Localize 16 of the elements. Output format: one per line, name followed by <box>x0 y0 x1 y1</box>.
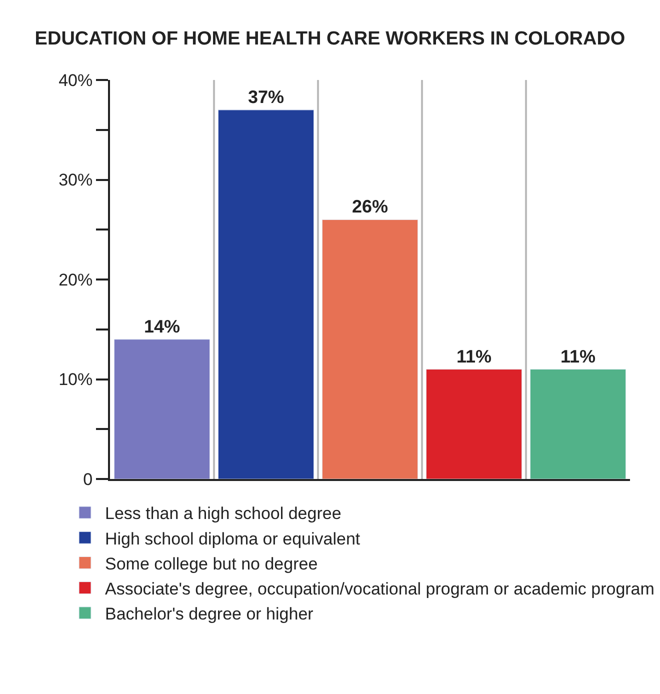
legend-label: High school diploma or equivalent <box>105 529 360 548</box>
data-label: 11% <box>456 346 492 366</box>
y-tick-label: 20% <box>58 270 93 290</box>
data-label: 37% <box>248 86 284 107</box>
legend-label: Associate's degree, occupation/vocational program or academic program <box>105 579 654 598</box>
legend-label: Some college but no degree <box>105 554 318 574</box>
y-tick-label: 10% <box>58 370 93 390</box>
data-label: 26% <box>352 196 388 217</box>
legend-label: Bachelor's degree or higher <box>105 604 314 624</box>
data-label: 14% <box>144 316 180 336</box>
chart-title: EDUCATION OF HOME HEALTH CARE WORKERS IN COLORADO <box>34 28 626 50</box>
data-label: 11% <box>560 346 596 366</box>
y-tick-label: 30% <box>58 170 93 190</box>
y-tick-label: 0 <box>83 470 93 489</box>
y-tick-label: 40% <box>58 70 93 90</box>
legend-label: Less than a high school degree <box>105 504 342 524</box>
